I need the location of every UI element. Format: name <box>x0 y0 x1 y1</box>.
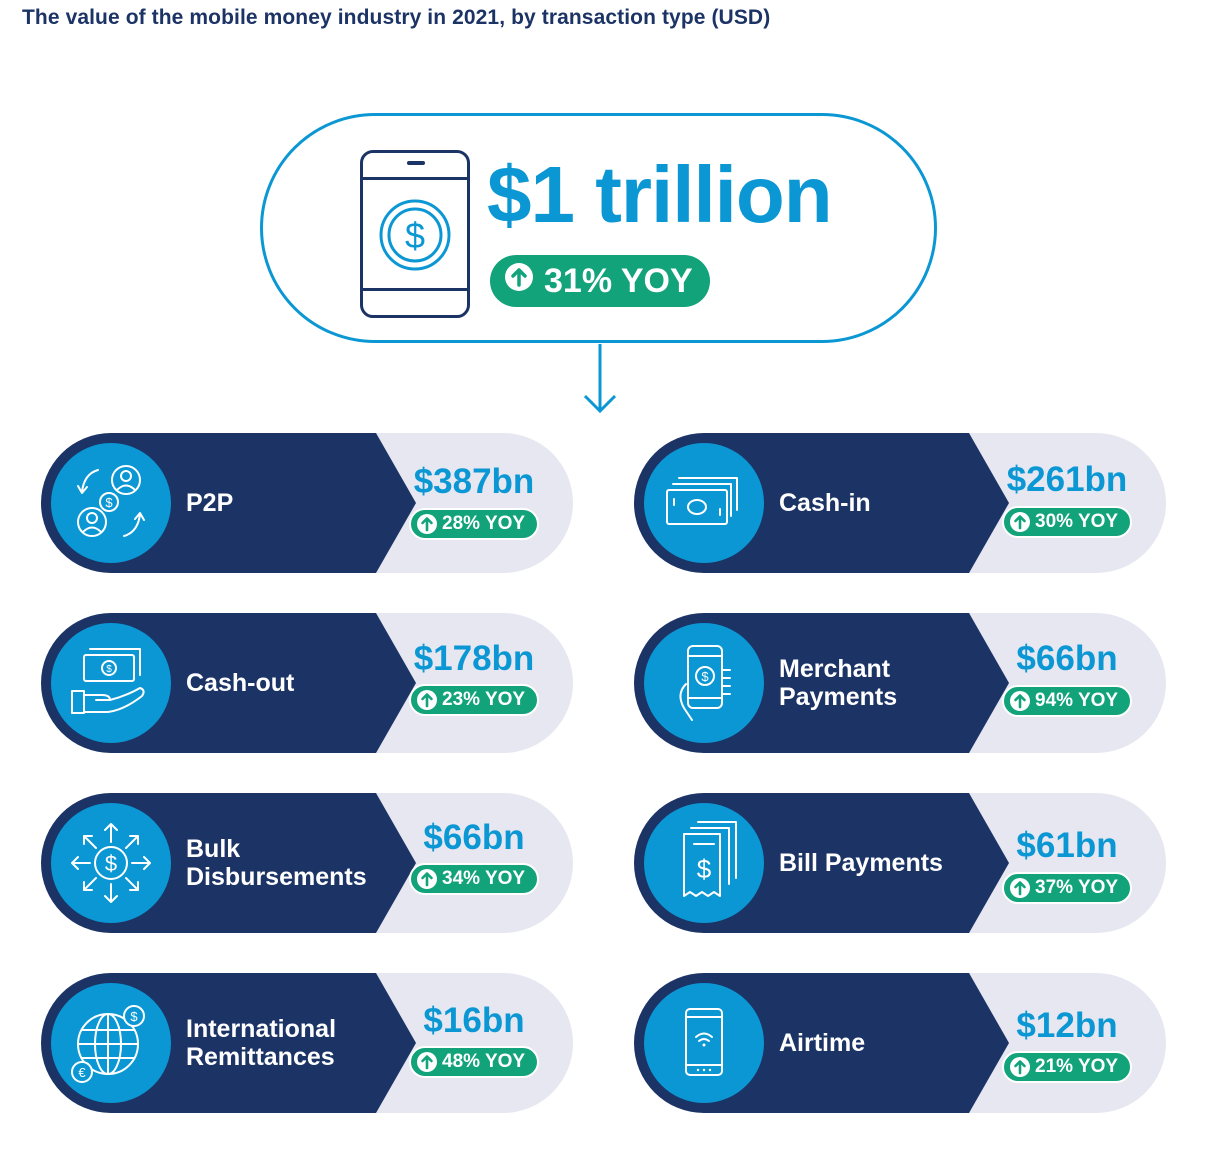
card-yoy-text: 30% YOY <box>1035 511 1119 532</box>
svg-text:$: $ <box>697 854 712 884</box>
phone-wifi-icon <box>644 983 764 1103</box>
card-label: Cash-in <box>779 489 871 517</box>
arrow-up-icon <box>416 513 438 535</box>
svg-text:€: € <box>78 1065 86 1080</box>
transaction-card-p2p: $ P2P $387bn 28% YOY <box>41 433 573 573</box>
dollar-arrows-out-icon: $ <box>51 803 171 923</box>
card-label: P2P <box>186 489 234 517</box>
card-value: $66bn <box>1016 639 1118 678</box>
svg-text:$: $ <box>106 664 112 675</box>
card-yoy-badge: 37% YOY <box>1002 872 1132 904</box>
transaction-card-cash-out: $ Cash-out $178bn 23% YOY <box>41 613 573 753</box>
card-yoy-badge: 21% YOY <box>1002 1051 1132 1083</box>
card-label: Cash-out <box>186 669 295 697</box>
phone-payment-icon: $ <box>644 623 764 743</box>
card-value: $66bn <box>423 818 525 857</box>
svg-text:$: $ <box>105 851 117 876</box>
arrow-up-icon <box>416 1051 438 1073</box>
svg-text:$: $ <box>105 495 113 510</box>
card-value: $178bn <box>413 639 535 678</box>
cash-hand-icon: $ <box>51 623 171 743</box>
transaction-card-bulk-disbursements: $ Bulk Disbursements $66bn 34% YOY <box>41 793 573 933</box>
card-yoy-text: 28% YOY <box>442 513 526 534</box>
transaction-card-cash-in: Cash-in $261bn 30% YOY <box>634 433 1166 573</box>
card-yoy-text: 48% YOY <box>442 1051 526 1072</box>
arrow-up-icon <box>1009 690 1031 712</box>
card-yoy-badge: 28% YOY <box>409 508 539 540</box>
arrow-up-icon <box>416 689 438 711</box>
hero-yoy-text: 31% YOY <box>544 261 693 300</box>
card-yoy-text: 34% YOY <box>442 868 526 889</box>
arrow-up-icon <box>1009 1056 1031 1078</box>
phone-dollar-icon: $ <box>360 150 470 318</box>
card-label: International Remittances <box>186 1015 337 1071</box>
card-yoy-badge: 94% YOY <box>1002 685 1132 717</box>
arrow-up-icon <box>416 868 438 890</box>
arrow-up-icon <box>1009 877 1031 899</box>
transaction-card-merchant-payments: $ Merchant Payments $66bn 94% YOY <box>634 613 1166 753</box>
svg-text:$: $ <box>130 1009 138 1024</box>
card-value: $12bn <box>1016 1006 1118 1045</box>
card-yoy-badge: 23% YOY <box>409 684 539 716</box>
card-yoy-text: 94% YOY <box>1035 690 1119 711</box>
card-yoy-text: 23% YOY <box>442 689 526 710</box>
bill-receipt-icon: $ <box>644 803 764 923</box>
page-title: The value of the mobile money industry i… <box>22 6 771 29</box>
card-value: $387bn <box>413 462 535 501</box>
card-yoy-text: 37% YOY <box>1035 877 1119 898</box>
banknotes-icon <box>644 443 764 563</box>
arrow-up-icon <box>504 262 534 301</box>
svg-text:$: $ <box>405 215 425 256</box>
hero-value: $1 trillion <box>487 150 833 239</box>
card-label: Bulk Disbursements <box>186 835 367 891</box>
transaction-card-international-remittances: $ € International Remittances $16bn 48% Y… <box>41 973 573 1113</box>
hero-yoy-badge: 31% YOY <box>490 255 710 307</box>
card-label: Merchant Payments <box>779 655 898 711</box>
card-label: Bill Payments <box>779 849 943 877</box>
card-value: $61bn <box>1016 826 1118 865</box>
arrow-up-icon <box>1009 511 1031 533</box>
globe-currency-icon: $ € <box>51 983 171 1103</box>
transaction-card-airtime: Airtime $12bn 21% YOY <box>634 973 1166 1113</box>
transaction-card-bill-payments: $ Bill Payments $61bn 37% YOY <box>634 793 1166 933</box>
card-label: Airtime <box>779 1029 866 1057</box>
card-yoy-badge: 34% YOY <box>409 863 539 895</box>
svg-text:$: $ <box>701 669 709 684</box>
card-value: $261bn <box>1006 460 1128 499</box>
card-value: $16bn <box>423 1001 525 1040</box>
card-yoy-text: 21% YOY <box>1035 1056 1119 1077</box>
card-yoy-badge: 30% YOY <box>1002 506 1132 538</box>
p2p-people-exchange-icon: $ <box>51 443 171 563</box>
down-arrow-icon <box>583 344 617 414</box>
card-yoy-badge: 48% YOY <box>409 1046 539 1078</box>
